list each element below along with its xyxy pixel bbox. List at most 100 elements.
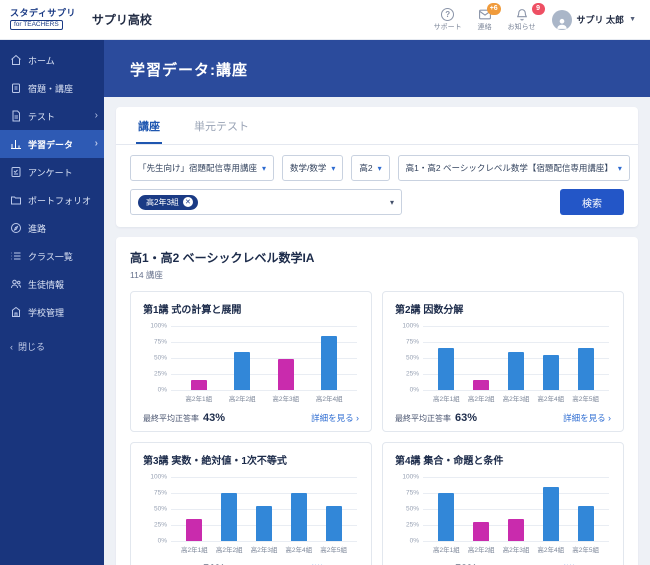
detail-link[interactable]: 詳細を見る ›: [563, 413, 611, 423]
bar: [577, 505, 594, 541]
lesson-card-4: 第4講 集合・命題と条件 100% 75% 50% 25% 0% 高2年1組 高2年2組高…: [382, 442, 624, 565]
y-axis-tick: 50%: [405, 354, 419, 362]
average-value: 51%: [203, 563, 225, 565]
x-axis-label: 高2年1組: [185, 396, 213, 403]
x-axis-label: 高2年5組: [320, 547, 347, 554]
lesson-title: 第3講 実数・絶対値・1次不等式: [143, 456, 287, 467]
sidebar-collapse-button[interactable]: ‹ 閉じる: [0, 340, 104, 353]
bar: [221, 493, 238, 541]
sidebar-item-career[interactable]: 進路: [0, 214, 104, 242]
clipboard-icon: [12, 83, 20, 93]
x-axis-label: 高2年4組: [315, 396, 343, 403]
sidebar-item-school-admin[interactable]: 学校管理: [0, 298, 104, 326]
top-bar: スタディサプリ for TEACHERS サプリ高校 ? サポート +6 連絡 …: [0, 0, 650, 40]
chevron-left-icon: ‹: [10, 341, 13, 352]
x-axis-label: 高2年1組: [433, 547, 460, 554]
tab-course[interactable]: 講座: [136, 107, 162, 144]
content-area: 講座 単元テスト 「先生向け」宿題配信専用講座 ▾ 数学/数学 ▾: [104, 97, 650, 565]
y-axis-tick: 50%: [153, 354, 167, 362]
average-value: 63%: [455, 412, 478, 424]
sidebar-item-students[interactable]: 生徒情報: [0, 270, 104, 298]
chevron-down-icon: ▾: [331, 163, 336, 173]
support-button[interactable]: ? サポート: [433, 7, 462, 32]
notifications-button[interactable]: 9 お知らせ: [507, 2, 545, 32]
tab-unit-test[interactable]: 単元テスト: [194, 121, 249, 133]
list-icon: [11, 252, 21, 260]
lesson-card-3: 第3講 実数・絶対値・1次不等式 100% 75% 50% 25% 0% 高2年1組 高2…: [130, 442, 372, 565]
subject-select[interactable]: 数学/数学 ▾: [282, 155, 344, 181]
person-icon: [556, 18, 567, 29]
bar: [234, 351, 251, 390]
bar: [438, 493, 455, 541]
y-axis-tick: 75%: [405, 489, 419, 497]
bar: [321, 335, 338, 390]
sidebar-item-test[interactable]: テスト ›: [0, 102, 104, 130]
building-icon: [11, 306, 21, 317]
sidebar-item-class-list[interactable]: クラス一覧: [0, 242, 104, 270]
bar: [255, 505, 272, 541]
chevron-right-icon: ›: [356, 413, 359, 423]
remove-tag-icon[interactable]: ✕: [182, 197, 193, 207]
question-icon: ?: [441, 7, 455, 21]
sidebar-item-portfolio[interactable]: ポートフォリオ: [0, 186, 104, 214]
chevron-down-icon: ▼: [629, 16, 636, 23]
page-title: 学習データ:講座: [130, 62, 248, 79]
bar: [473, 380, 490, 390]
x-axis-label: 高2年2組: [215, 547, 243, 554]
collapse-label: 閉じる: [18, 342, 46, 352]
y-axis-tick: 25%: [405, 521, 419, 529]
logo-badge: for TEACHERS: [10, 20, 63, 30]
sidebar-item-label: 学校管理: [28, 307, 65, 318]
contact-label: 連絡: [477, 23, 492, 31]
user-menu[interactable]: サプリ 太郎 ▼: [551, 9, 636, 30]
x-axis-label: 高2年4組: [285, 547, 313, 554]
school-name: サプリ高校: [91, 13, 152, 27]
y-axis-tick: 75%: [153, 489, 167, 497]
notifications-label: お知らせ: [507, 23, 536, 31]
x-axis-label: 高2年3組: [502, 396, 530, 403]
sidebar-item-homework[interactable]: 宿題・講座: [0, 74, 104, 102]
sidebar-item-learning-data[interactable]: 学習データ ›: [0, 130, 104, 158]
x-axis-label: 高2年5組: [572, 396, 599, 403]
sidebar-item-label: ホーム: [28, 55, 55, 66]
bar-chart: 100% 75% 50% 25% 0% 高2年1組 高2年2組 高2年3組 高2年4組 高2年5…: [395, 322, 611, 403]
checklist-icon: [11, 167, 21, 177]
search-button[interactable]: 検索: [560, 189, 624, 215]
sidebar-item-label: クラス一覧: [28, 251, 73, 262]
support-label: サポート: [433, 23, 462, 31]
chevron-down-icon: ▾: [617, 163, 622, 173]
y-axis-tick: 100%: [402, 322, 419, 330]
y-axis-tick: 25%: [153, 370, 167, 378]
document-icon: [12, 110, 20, 122]
average-label: 最終平均正答率: [395, 413, 451, 423]
detail-link[interactable]: 詳細を見る ›: [311, 413, 359, 423]
y-axis-tick: 25%: [153, 521, 167, 529]
bar: [186, 518, 203, 541]
people-icon: [11, 279, 21, 289]
sidebar-item-label: 進路: [28, 223, 47, 234]
sidebar-item-label: 宿題・講座: [28, 83, 74, 94]
x-axis-label: 高2年1組: [433, 396, 460, 403]
bar: [473, 521, 490, 541]
y-axis-tick: 0%: [157, 386, 167, 394]
bell-icon: [516, 8, 527, 20]
y-axis-tick: 50%: [405, 505, 419, 513]
sidebar-item-label: 学習データ: [28, 139, 74, 150]
class-multiselect[interactable]: 高2年3組 ✕ ▾: [130, 189, 402, 215]
bar: [325, 505, 342, 541]
x-axis-label: 高2年5組: [572, 547, 599, 554]
sidebar-item-home[interactable]: ホーム: [0, 46, 104, 74]
sidebar-item-survey[interactable]: アンケート: [0, 158, 104, 186]
bar: [438, 348, 455, 390]
contact-button[interactable]: +6 連絡: [477, 2, 501, 32]
grade-select[interactable]: 高2 ▾: [351, 155, 390, 181]
x-axis-label: 高2年2組: [467, 396, 495, 403]
course-type-select[interactable]: 「先生向け」宿題配信専用講座 ▾: [130, 155, 275, 181]
bar: [542, 486, 559, 541]
notifications-badge: 9: [531, 2, 545, 15]
logo-title: スタディサプリ: [10, 8, 76, 19]
lesson-card-2: 第2講 因数分解 100% 75% 50% 25% 0% 高2年1組 高2年2組 高2年3組…: [382, 291, 624, 432]
course-select[interactable]: 高1・高2 ベーシックレベル数学【宿題配信専用講座】 ▾: [397, 155, 630, 181]
x-axis-label: 高2年4組: [537, 396, 565, 403]
tabs: 講座 単元テスト: [116, 107, 638, 145]
